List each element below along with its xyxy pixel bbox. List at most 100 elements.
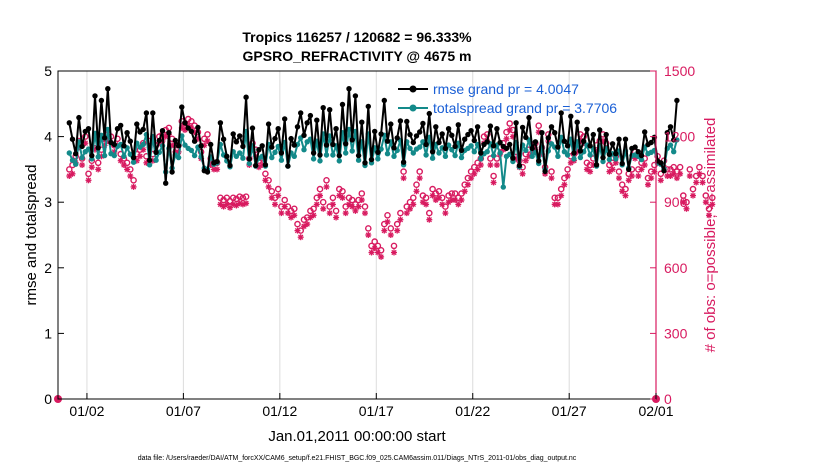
obs-assimilated-point [297, 234, 304, 241]
rmse-point [548, 124, 555, 130]
totalspread-point [349, 148, 355, 154]
totalspread-point [391, 153, 397, 159]
obs-possible-point [204, 131, 211, 138]
obs-assimilated-point [368, 249, 375, 256]
obs-possible-point [416, 168, 424, 175]
obs-assimilated-point [625, 177, 632, 184]
rmse-point [127, 138, 133, 144]
totalspread-point [69, 157, 76, 163]
obs-possible-point [487, 155, 494, 162]
obs-possible-point [323, 176, 330, 184]
totalspread-point [384, 151, 391, 157]
rmse-point [552, 130, 558, 136]
rmse-point [336, 152, 342, 159]
obs-assimilated-point [432, 197, 439, 203]
rmse-point [69, 136, 76, 142]
rmse-point [343, 141, 349, 147]
obs-assimilated-point [439, 201, 446, 208]
obs-assimilated-point [217, 201, 224, 208]
rmse-point [439, 131, 445, 137]
totalspread-point [564, 152, 571, 158]
obs-possible-point [696, 163, 703, 171]
obs-assimilated-point [265, 183, 272, 190]
obs-assimilated-point [355, 203, 362, 210]
obs-assimilated-point [452, 197, 459, 203]
rmse-point [327, 107, 333, 113]
obs-possible-point [348, 196, 356, 204]
rmse-point [378, 131, 384, 137]
rmse-point [169, 169, 175, 175]
totalspread-point [272, 149, 278, 155]
totalspread-point [484, 149, 490, 155]
totalspread-point [269, 154, 275, 161]
rmse-point [400, 159, 407, 165]
rmse-point [388, 121, 394, 127]
obs-possible-point [490, 172, 497, 180]
obs-assimilated-point [587, 168, 594, 175]
rmse-point [98, 97, 105, 104]
obs-assimilated-point [69, 170, 76, 177]
obs-assimilated-point [214, 166, 221, 173]
obs-possible-point [557, 185, 565, 193]
obs-possible-point [435, 187, 443, 195]
rmse-point [474, 124, 481, 130]
rmse-point [436, 139, 442, 146]
rmse-point [272, 135, 278, 142]
obs-possible-point [535, 122, 543, 129]
obs-assimilated-point [686, 173, 693, 179]
left-tick-label: 2 [44, 260, 52, 276]
rmse-point [182, 120, 188, 126]
obs-possible-point [393, 220, 401, 228]
obs-assimilated-point [436, 194, 442, 201]
obs-assimilated-point [275, 192, 282, 199]
totalspread-point [417, 144, 423, 150]
totalspread-point [638, 156, 645, 163]
obs-assimilated-point [95, 166, 102, 173]
rmse-point [581, 138, 587, 144]
totalspread-point [471, 149, 477, 155]
obs-possible-point [448, 190, 456, 197]
obs-assimilated-point [606, 168, 613, 175]
rmse-point [346, 86, 352, 92]
x-tick-label: 01/27 [552, 403, 587, 419]
obs-assimilated-point [493, 162, 500, 168]
obs-possible-point [400, 168, 407, 175]
obs-possible-point [551, 194, 559, 202]
rmse-point [372, 128, 378, 135]
obs-possible-point [689, 185, 697, 193]
obs-assimilated-point [616, 175, 622, 182]
rmse-point [179, 104, 185, 110]
obs-possible-point [310, 205, 317, 213]
left-tick-label: 5 [44, 63, 52, 79]
obs-assimilated-point [301, 223, 307, 230]
totalspread-point [587, 152, 593, 158]
totalspread-point [310, 156, 317, 162]
obs-assimilated-point [272, 201, 278, 208]
left-tick-label: 3 [44, 194, 52, 210]
rmse-point [240, 143, 246, 150]
obs-assimilated-point [381, 227, 388, 234]
obs-possible-point [709, 194, 716, 202]
obs-possible-point [384, 211, 391, 219]
rmse-point [674, 97, 680, 104]
rmse-point [118, 122, 124, 129]
obs-assimilated-point [583, 166, 590, 173]
legend-rmse-marker [409, 85, 417, 93]
rmse-point [516, 162, 523, 169]
right-axis-label: # of obs: o=possible; ×=assimilated [702, 118, 719, 353]
rmse-point [265, 121, 272, 127]
obs-assimilated-point [288, 214, 295, 221]
rmse-point [381, 97, 387, 104]
rmse-point [494, 126, 500, 132]
obs-assimilated-point [384, 218, 391, 225]
obs-possible-point [680, 192, 687, 199]
rmse-point [600, 154, 606, 161]
rmse-point [539, 130, 545, 136]
obs-possible-point [564, 166, 571, 173]
legend-rmse-label: rmse grand pr = 4.0047 [433, 81, 579, 97]
right-tick-label: 900 [664, 194, 688, 210]
rmse-point [609, 141, 616, 147]
obs-possible-point [361, 203, 369, 210]
rmse-point [545, 135, 551, 141]
